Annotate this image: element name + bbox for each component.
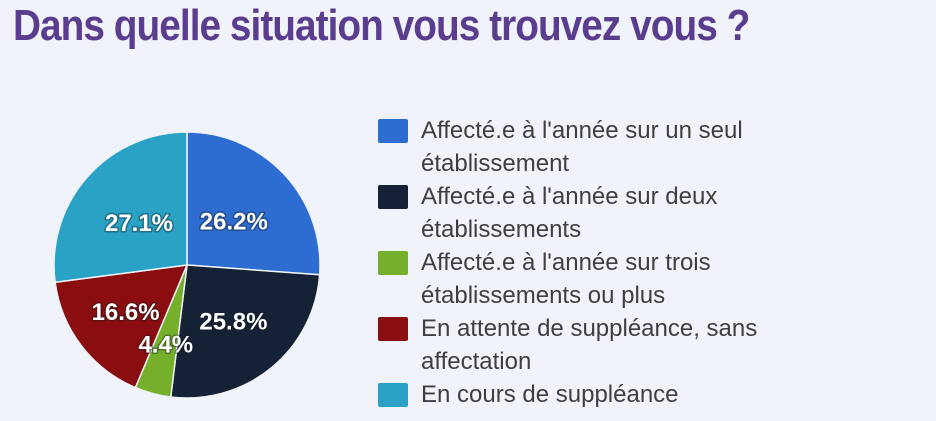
legend-item-label: Affecté.e à l'année sur un seul établiss… <box>421 117 743 177</box>
legend-item: Affecté.e à l'année sur deux établisseme… <box>378 180 898 246</box>
legend-color-swatch <box>378 383 408 407</box>
pie-slice-percentage-label: 4.4% <box>138 332 193 359</box>
pie-slice <box>186 131 321 276</box>
legend-item-label: En attente de suppléance, sans affectati… <box>421 315 758 375</box>
pie-slice-percentage-label: 26.2% <box>200 209 268 236</box>
legend-item: En cours de suppléance <box>378 378 898 411</box>
pie-slice-percentage-label: 27.1% <box>105 210 173 237</box>
pie-slice-percentage-label: 16.6% <box>92 299 160 326</box>
legend-item: En attente de suppléance, sans affectati… <box>378 312 898 378</box>
pie-slice <box>169 264 321 399</box>
legend-item: Affecté.e à l'année sur un seul établiss… <box>378 114 898 180</box>
pie-slice <box>54 264 189 389</box>
legend-color-swatch <box>378 317 408 341</box>
pie-slice <box>53 131 188 284</box>
pie-slice-percentage-label: 25.8% <box>199 309 267 336</box>
legend-color-swatch <box>378 251 408 275</box>
pie-chart: 26.2% 25.8% 4.4% 16.6% 27.1% <box>47 125 327 405</box>
legend-item-label: En cours de suppléance <box>421 381 679 408</box>
chart-legend: Affecté.e à l'année sur un seul établiss… <box>378 114 898 411</box>
legend-item-label: Affecté.e à l'année sur trois établissem… <box>421 249 711 309</box>
pie-svg: 26.2% 25.8%4.4% 16.6% 27.1% <box>53 131 321 399</box>
page-title: Dans quelle situation vous trouvez vous … <box>13 2 750 50</box>
legend-item: Affecté.e à l'année sur trois établissem… <box>378 246 898 312</box>
legend-item-label: Affecté.e à l'année sur deux établisseme… <box>421 183 718 243</box>
legend-color-swatch <box>378 185 408 209</box>
legend-color-swatch <box>378 119 408 143</box>
